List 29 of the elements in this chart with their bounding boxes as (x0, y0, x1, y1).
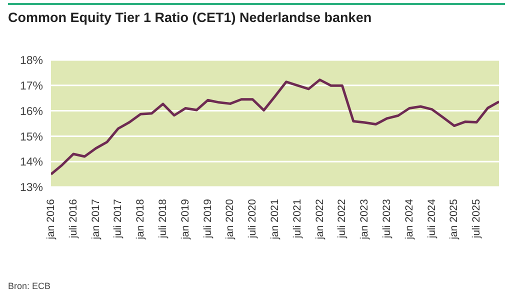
y-tick-label: 17% (20, 80, 43, 92)
x-tick-label: jan 2025 (448, 198, 460, 240)
y-tick-label: 15% (20, 131, 43, 144)
x-tick-label: juli 2016 (67, 198, 80, 240)
x-tick-label: jan 2021 (269, 198, 281, 240)
x-tick-label: juli 2023 (381, 198, 393, 240)
x-tick-label: jan 2016 (45, 198, 57, 240)
x-tick-label: jan 2024 (403, 198, 416, 240)
x-tick-label: jan 2023 (358, 198, 371, 240)
text: Bron: ECB (8, 281, 51, 291)
y-tick-label: 14% (20, 156, 43, 169)
line-series (51, 78, 499, 176)
x-tick-label: juli 2021 (291, 198, 304, 240)
x-tick-label: juli 2018 (157, 198, 169, 240)
x-tick-label: juli 2020 (246, 198, 259, 240)
x-tick-label: juli 2024 (426, 198, 438, 240)
x-tick-label: juli 2025 (470, 198, 483, 240)
x-tick-label: juli 2019 (202, 198, 214, 240)
x-tick-label: jan 2020 (224, 198, 236, 240)
x-tick-label: juli 2017 (112, 198, 124, 240)
y-tick-label: 16% (20, 106, 43, 118)
y-tick-label: 13% (20, 182, 43, 194)
x-tick-label: jan 2022 (314, 198, 326, 240)
x-tick-label: juli 2022 (336, 198, 348, 240)
x-tick-label: jan 2019 (179, 198, 192, 240)
x-tick-label: jan 2018 (134, 198, 147, 240)
x-tick-label: jan 2017 (90, 198, 102, 240)
y-tick-label: 18% (20, 55, 43, 68)
chart-title: Common Equity Tier 1 Ratio (CET1) Nederlandse banken (8, 10, 372, 25)
